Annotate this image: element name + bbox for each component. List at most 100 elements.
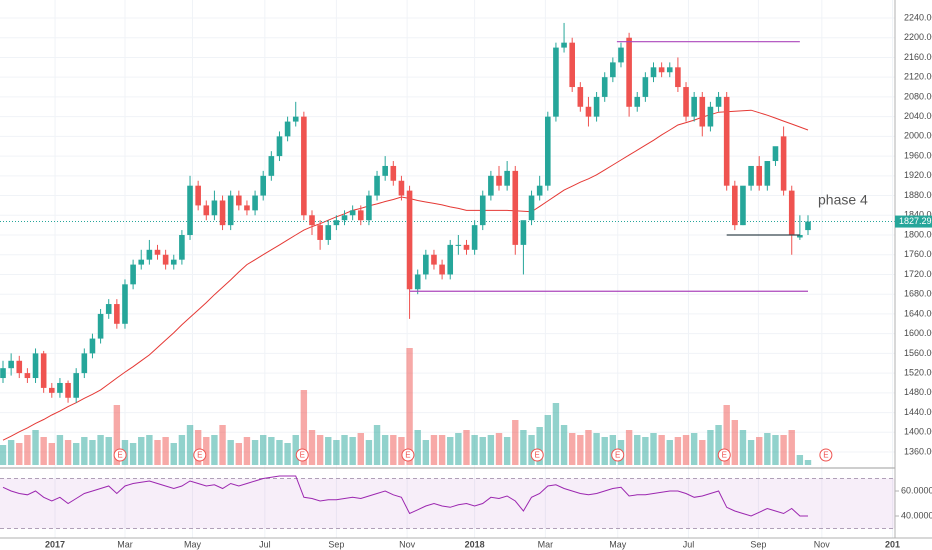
volume-bar	[658, 435, 665, 465]
candle-body	[81, 353, 88, 374]
candle-body	[520, 220, 527, 245]
y-tick-label: 1680.00	[904, 289, 932, 299]
candle-body	[203, 205, 210, 216]
candle-body	[170, 259, 177, 265]
candle-body	[772, 146, 779, 162]
volume-bar	[479, 437, 486, 465]
volume-bar	[764, 433, 771, 465]
y-tick-label: 1560.00	[904, 348, 932, 358]
volume-bar	[113, 405, 121, 465]
x-tick-label: Mar	[117, 539, 133, 549]
candle-body	[309, 215, 315, 226]
candle-body	[154, 249, 161, 255]
volume-bar	[585, 430, 592, 465]
candle-body	[748, 165, 754, 186]
candle-body	[634, 96, 641, 107]
candle-body	[374, 175, 380, 196]
y-tick-label: 1440.00	[904, 407, 932, 417]
candle-body	[658, 67, 665, 73]
event-label: E	[615, 451, 620, 460]
event-label: E	[117, 451, 122, 460]
candle-body	[569, 42, 575, 88]
candle-body	[805, 221, 811, 231]
volume-bar	[300, 390, 308, 465]
volume-bar	[699, 440, 706, 465]
y-tick-label: 1960.00	[904, 150, 932, 160]
candle-body	[187, 185, 193, 236]
volume-bar	[72, 443, 80, 465]
candle-body	[301, 116, 307, 216]
candle-body	[333, 220, 340, 226]
event-marker	[113, 448, 127, 462]
volume-bar	[739, 430, 747, 465]
volume-bar	[634, 435, 641, 465]
candle-body	[8, 360, 14, 369]
candle-body	[471, 225, 478, 250]
x-tick-label: Sep	[750, 539, 766, 549]
candle-body	[683, 87, 689, 117]
event-marker	[401, 448, 415, 462]
candle-body	[122, 284, 128, 324]
volume-bar	[422, 440, 430, 465]
rsi-line	[2, 475, 808, 517]
event-marker	[717, 448, 731, 462]
candle-body	[284, 121, 291, 137]
volume-bar	[292, 435, 299, 465]
volume-bar	[365, 440, 373, 465]
candle-body	[723, 96, 730, 186]
candle-body	[650, 67, 657, 78]
x-tick-label: Sep	[328, 539, 344, 549]
volume-bar	[16, 443, 23, 465]
candle-body	[512, 170, 519, 245]
candle-body	[593, 96, 600, 117]
volume-bar	[162, 437, 169, 465]
candle-body	[260, 175, 267, 196]
volume-bar	[577, 435, 584, 465]
event-label: E	[197, 451, 202, 460]
candle-body	[691, 96, 697, 117]
volume-bar	[723, 405, 730, 465]
candle-body	[406, 190, 413, 290]
candle-body	[642, 77, 649, 97]
volume-bar	[325, 437, 332, 465]
candle-body	[244, 205, 250, 211]
volume-bar	[24, 435, 31, 465]
candle-body	[390, 165, 397, 181]
candle-body	[585, 106, 592, 117]
candle-body	[707, 106, 714, 127]
candle-body	[423, 254, 429, 275]
candle-body	[341, 215, 348, 221]
candle-body	[138, 259, 145, 265]
candle-body	[114, 304, 120, 324]
x-tick-label: Jul	[259, 539, 271, 549]
candle-body	[317, 225, 323, 240]
volume-bar	[552, 403, 560, 465]
candle-body	[73, 373, 79, 398]
volume-bar	[203, 437, 210, 465]
event-label: E	[823, 451, 828, 460]
x-tick-label: Nov	[399, 539, 416, 549]
y-tick-label: 1520.00	[904, 367, 932, 377]
x-tick-label: Nov	[814, 539, 831, 549]
event-label: E	[300, 451, 305, 460]
x-tick-label: 2018	[465, 539, 485, 549]
candle-body	[130, 264, 136, 285]
candle-body	[105, 304, 112, 314]
volume-bar	[32, 430, 39, 465]
volume-bar	[40, 437, 47, 465]
volume-bar	[495, 433, 503, 465]
rsi-tick-label: 40.0000	[901, 510, 932, 520]
volume-bar	[227, 440, 234, 465]
y-tick-label: 1880.00	[904, 190, 932, 200]
candle-body	[455, 244, 462, 246]
volume-bar	[211, 435, 218, 465]
last-price-label: 1827.29	[899, 216, 932, 226]
volume-bar	[81, 437, 88, 465]
volume-bar	[674, 437, 682, 465]
last-price-tag	[895, 215, 932, 228]
volume-bar	[154, 440, 161, 465]
candle-body	[553, 47, 559, 117]
volume-bar	[707, 430, 714, 465]
volume-bar	[381, 435, 389, 465]
